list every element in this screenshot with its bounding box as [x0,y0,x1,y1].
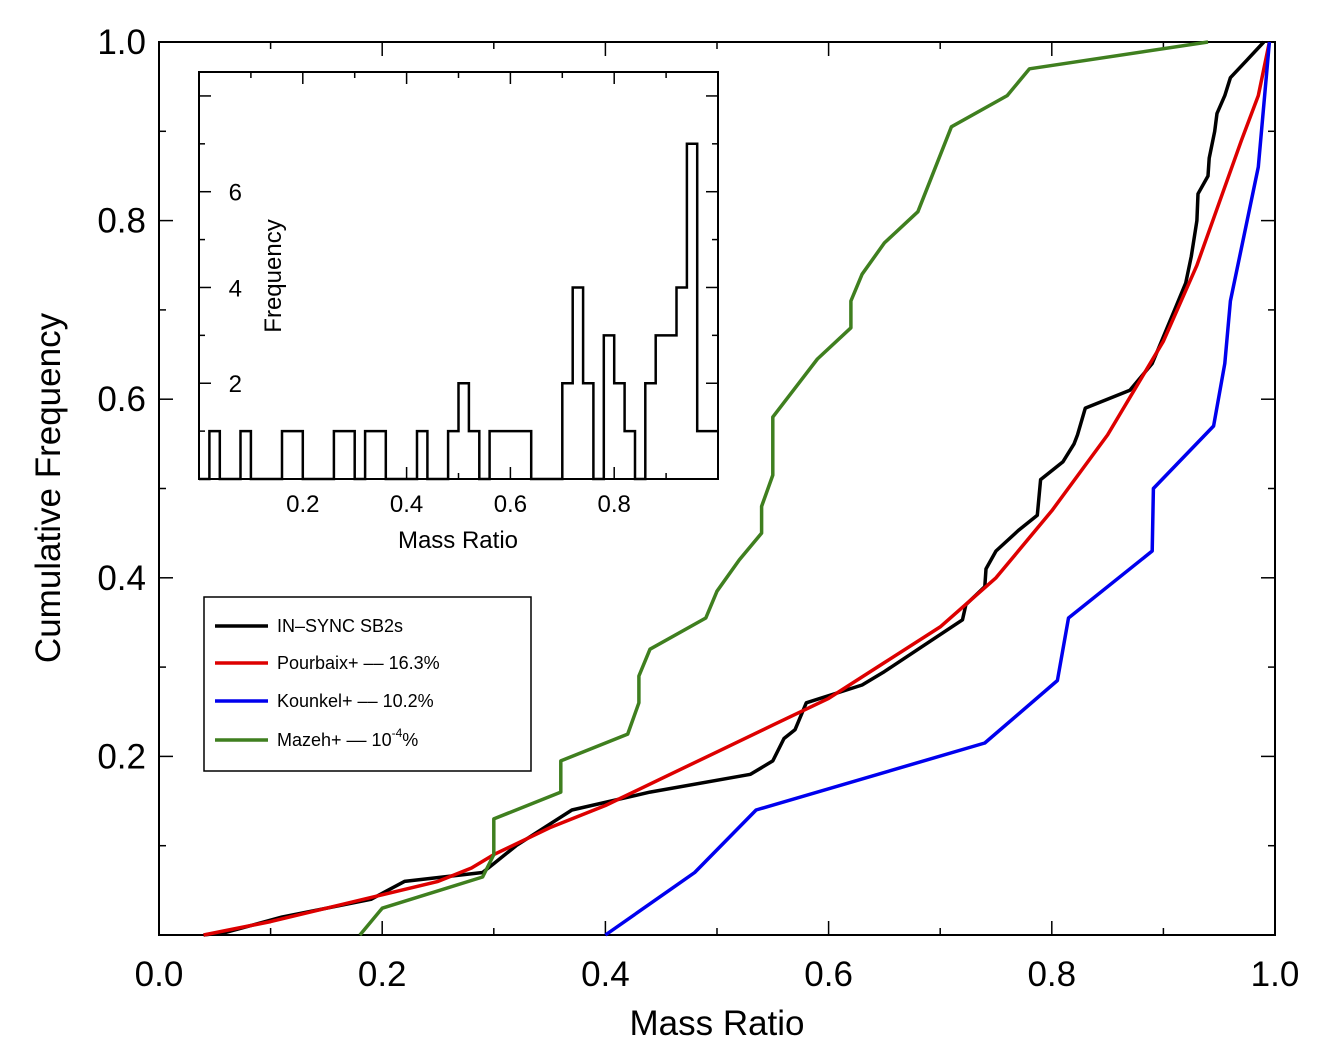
legend-entry-mazeh: Mazeh+ –– 10-4% [215,726,418,750]
legend-label-insync: IN–SYNC SB2s [277,616,403,636]
main-y-tick-label: 0.6 [97,380,146,419]
inset-x-tick-label: 0.4 [390,491,423,518]
main-x-tick-label: 0.2 [358,955,407,994]
main-y-tick-label: 1.0 [97,23,146,62]
main-y-tick-label: 0.8 [97,202,146,241]
series-line-mazeh [358,40,1209,937]
legend-entry-kounkel: Kounkel+ –– 10.2% [215,691,434,711]
legend-entry-insync: IN–SYNC SB2s [215,616,403,636]
legend-label-kounkel: Kounkel+ –– 10.2% [277,691,434,711]
main-y-tick-label: 0.2 [97,737,146,776]
legend-entry-pourbaix: Pourbaix+ –– 16.3% [215,653,440,673]
inset-y-tick-label: 2 [229,371,242,398]
series-line-pourbaix [203,41,1272,937]
inset-x-tick-label: 0.8 [598,491,631,518]
inset-y-tick-label: 4 [229,275,242,302]
inset-x-tick-label: 0.6 [494,491,527,518]
main-x-tick-label: 1.0 [1251,955,1300,994]
main-x-tick-label: 0.0 [135,955,184,994]
main-x-tick-label: 0.6 [804,955,853,994]
inset-tick-labels: 0.2 0.4 0.6 0.8 2 4 6 [229,180,631,518]
main-y-axis-label: Cumulative Frequency [29,312,68,663]
main-x-axis-label: Mass Ratio [629,1004,804,1043]
main-x-tick-label: 0.4 [581,955,630,994]
main-ticks [158,41,1276,936]
inset-y-tick-label: 6 [229,180,242,207]
legend-label-mazeh-main: Mazeh+ –– 10 [277,730,392,750]
inset-y-axis-label: Frequency [260,219,287,332]
legend-label-mazeh-exponent: -4 [392,726,403,740]
main-series [203,40,1272,937]
inset-x-tick-label: 0.2 [286,491,319,518]
inset-histogram-outline [199,142,718,481]
legend-label-mazeh: Mazeh+ –– 10-4% [277,726,418,750]
series-line-kounkel [604,41,1272,937]
main-y-tick-label: 0.4 [97,559,146,598]
legend-label-pourbaix: Pourbaix+ –– 16.3% [277,653,440,673]
legend-label-mazeh-suffix: % [402,730,418,750]
inset-x-axis-label: Mass Ratio [398,527,518,554]
main-tick-labels: 0.0 0.2 0.4 0.6 0.8 1.0 0.2 0.4 0.6 0.8 1.0 [97,23,1299,994]
main-x-tick-label: 0.8 [1027,955,1076,994]
